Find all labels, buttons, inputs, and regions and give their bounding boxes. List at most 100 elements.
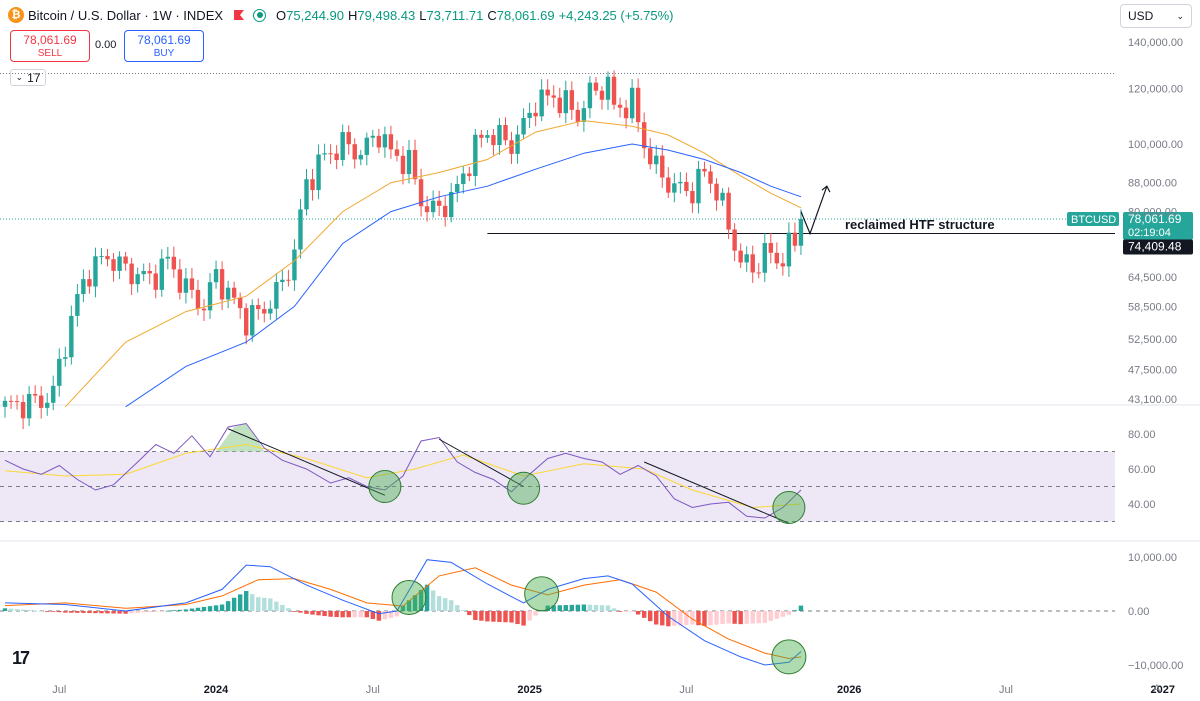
candle — [551, 85, 556, 108]
indicators-count: 17 — [27, 70, 41, 85]
macd-pane — [0, 559, 1115, 675]
candle-body — [105, 256, 110, 260]
candle — [666, 167, 671, 198]
candle-body — [213, 269, 219, 283]
candle — [376, 129, 382, 154]
price-axis-label: 47,500.00 — [1128, 365, 1177, 377]
candle-body — [286, 279, 291, 281]
candle — [207, 273, 213, 319]
macd-axis-label: 10,000.00 — [1128, 552, 1177, 564]
price-change: +4,243.25 (+5.75%) — [558, 7, 674, 23]
candle — [262, 301, 267, 323]
candle — [521, 108, 526, 140]
candle-body — [593, 82, 599, 91]
candle-body — [442, 205, 448, 218]
macd-histogram-bar — [774, 611, 780, 619]
buy-button[interactable]: 78,061.69 BUY — [124, 30, 204, 62]
flag-icon[interactable] — [233, 9, 245, 21]
candle — [678, 172, 683, 194]
candle — [177, 258, 183, 300]
candle-body — [111, 259, 116, 271]
candle — [244, 303, 249, 345]
macd-histogram-bar — [672, 611, 677, 626]
candle-body — [714, 183, 719, 201]
candle — [485, 129, 490, 143]
macd-histogram-bar — [455, 605, 460, 611]
auto-scale-button[interactable]: A — [1153, 683, 1161, 695]
price-axis-label: 140,000.00 — [1128, 37, 1183, 49]
candle — [654, 145, 659, 174]
candle — [340, 124, 345, 166]
candle-body — [726, 192, 731, 230]
candle-body — [412, 149, 418, 180]
last-price-badge — [1123, 212, 1193, 241]
candle-body — [521, 117, 526, 135]
candle — [623, 99, 629, 129]
sell-button[interactable]: 78,061.69 SELL — [10, 30, 90, 62]
candle — [720, 188, 725, 206]
candle-body — [792, 232, 798, 246]
candle-body — [129, 263, 134, 285]
candle — [346, 125, 351, 155]
candle — [87, 269, 92, 294]
candle — [635, 78, 641, 132]
level-badge — [1123, 239, 1193, 255]
macd-histogram-bar — [684, 611, 689, 625]
candle — [593, 77, 599, 96]
candle — [129, 257, 134, 295]
macd-histogram-bar — [304, 611, 309, 614]
macd-histogram-bar — [611, 608, 617, 611]
candle — [159, 249, 164, 297]
candle — [26, 385, 32, 427]
macd-histogram-bar — [424, 584, 430, 611]
candle-body — [798, 219, 804, 246]
candle — [93, 247, 98, 298]
candle — [298, 198, 303, 259]
macd-histogram-bar — [635, 611, 641, 615]
candle — [750, 245, 755, 283]
macd-histogram-bar — [117, 611, 122, 614]
candle-body — [159, 258, 164, 290]
macd-histogram-bar — [69, 611, 74, 613]
currency-select[interactable]: USD ⌄ — [1120, 4, 1192, 28]
macd-histogram-bar — [605, 605, 611, 611]
macd-histogram-bar — [629, 611, 635, 612]
macd-histogram-bar — [641, 611, 647, 618]
candle — [250, 299, 255, 342]
symbol-title[interactable]: Bitcoin / U.S. Dollar · 1W · INDEX — [28, 7, 224, 23]
macd-histogram-bar — [135, 611, 140, 613]
candle-body — [599, 90, 605, 100]
candle — [768, 232, 774, 264]
tradingview-logo[interactable]: 17 — [12, 648, 30, 668]
macd-histogram-bar — [262, 597, 267, 611]
candle-body — [455, 183, 460, 192]
macd-histogram-bar — [32, 610, 38, 612]
candles — [2, 70, 804, 430]
macd-histogram-bar — [165, 610, 171, 612]
candle-body — [581, 108, 587, 122]
macd-histogram-bar — [87, 611, 92, 614]
candle — [69, 305, 74, 365]
macd-histogram-bar — [720, 611, 725, 625]
macd-histogram-bar — [587, 604, 593, 611]
bar-countdown-label: 02:19:04 — [1128, 227, 1171, 239]
time-axis-label: Jul — [366, 684, 380, 696]
candle-body — [756, 272, 761, 274]
price-axis-label: 43,100.00 — [1128, 394, 1177, 406]
macd-histogram-bar — [575, 604, 581, 611]
candle — [503, 117, 508, 146]
candle — [587, 76, 593, 119]
candle-body — [256, 305, 261, 310]
candle-body — [539, 89, 544, 117]
candle — [738, 243, 743, 269]
macd-histogram-bar — [660, 611, 665, 626]
candle-body — [225, 287, 231, 300]
macd-histogram-bar — [346, 611, 351, 618]
candle — [322, 143, 327, 161]
candle — [286, 269, 291, 287]
candle — [201, 299, 207, 322]
candle-body — [738, 250, 743, 263]
indicators-toggle[interactable]: ⌄ 17 — [10, 69, 46, 86]
macd-histogram-bar — [280, 604, 285, 611]
